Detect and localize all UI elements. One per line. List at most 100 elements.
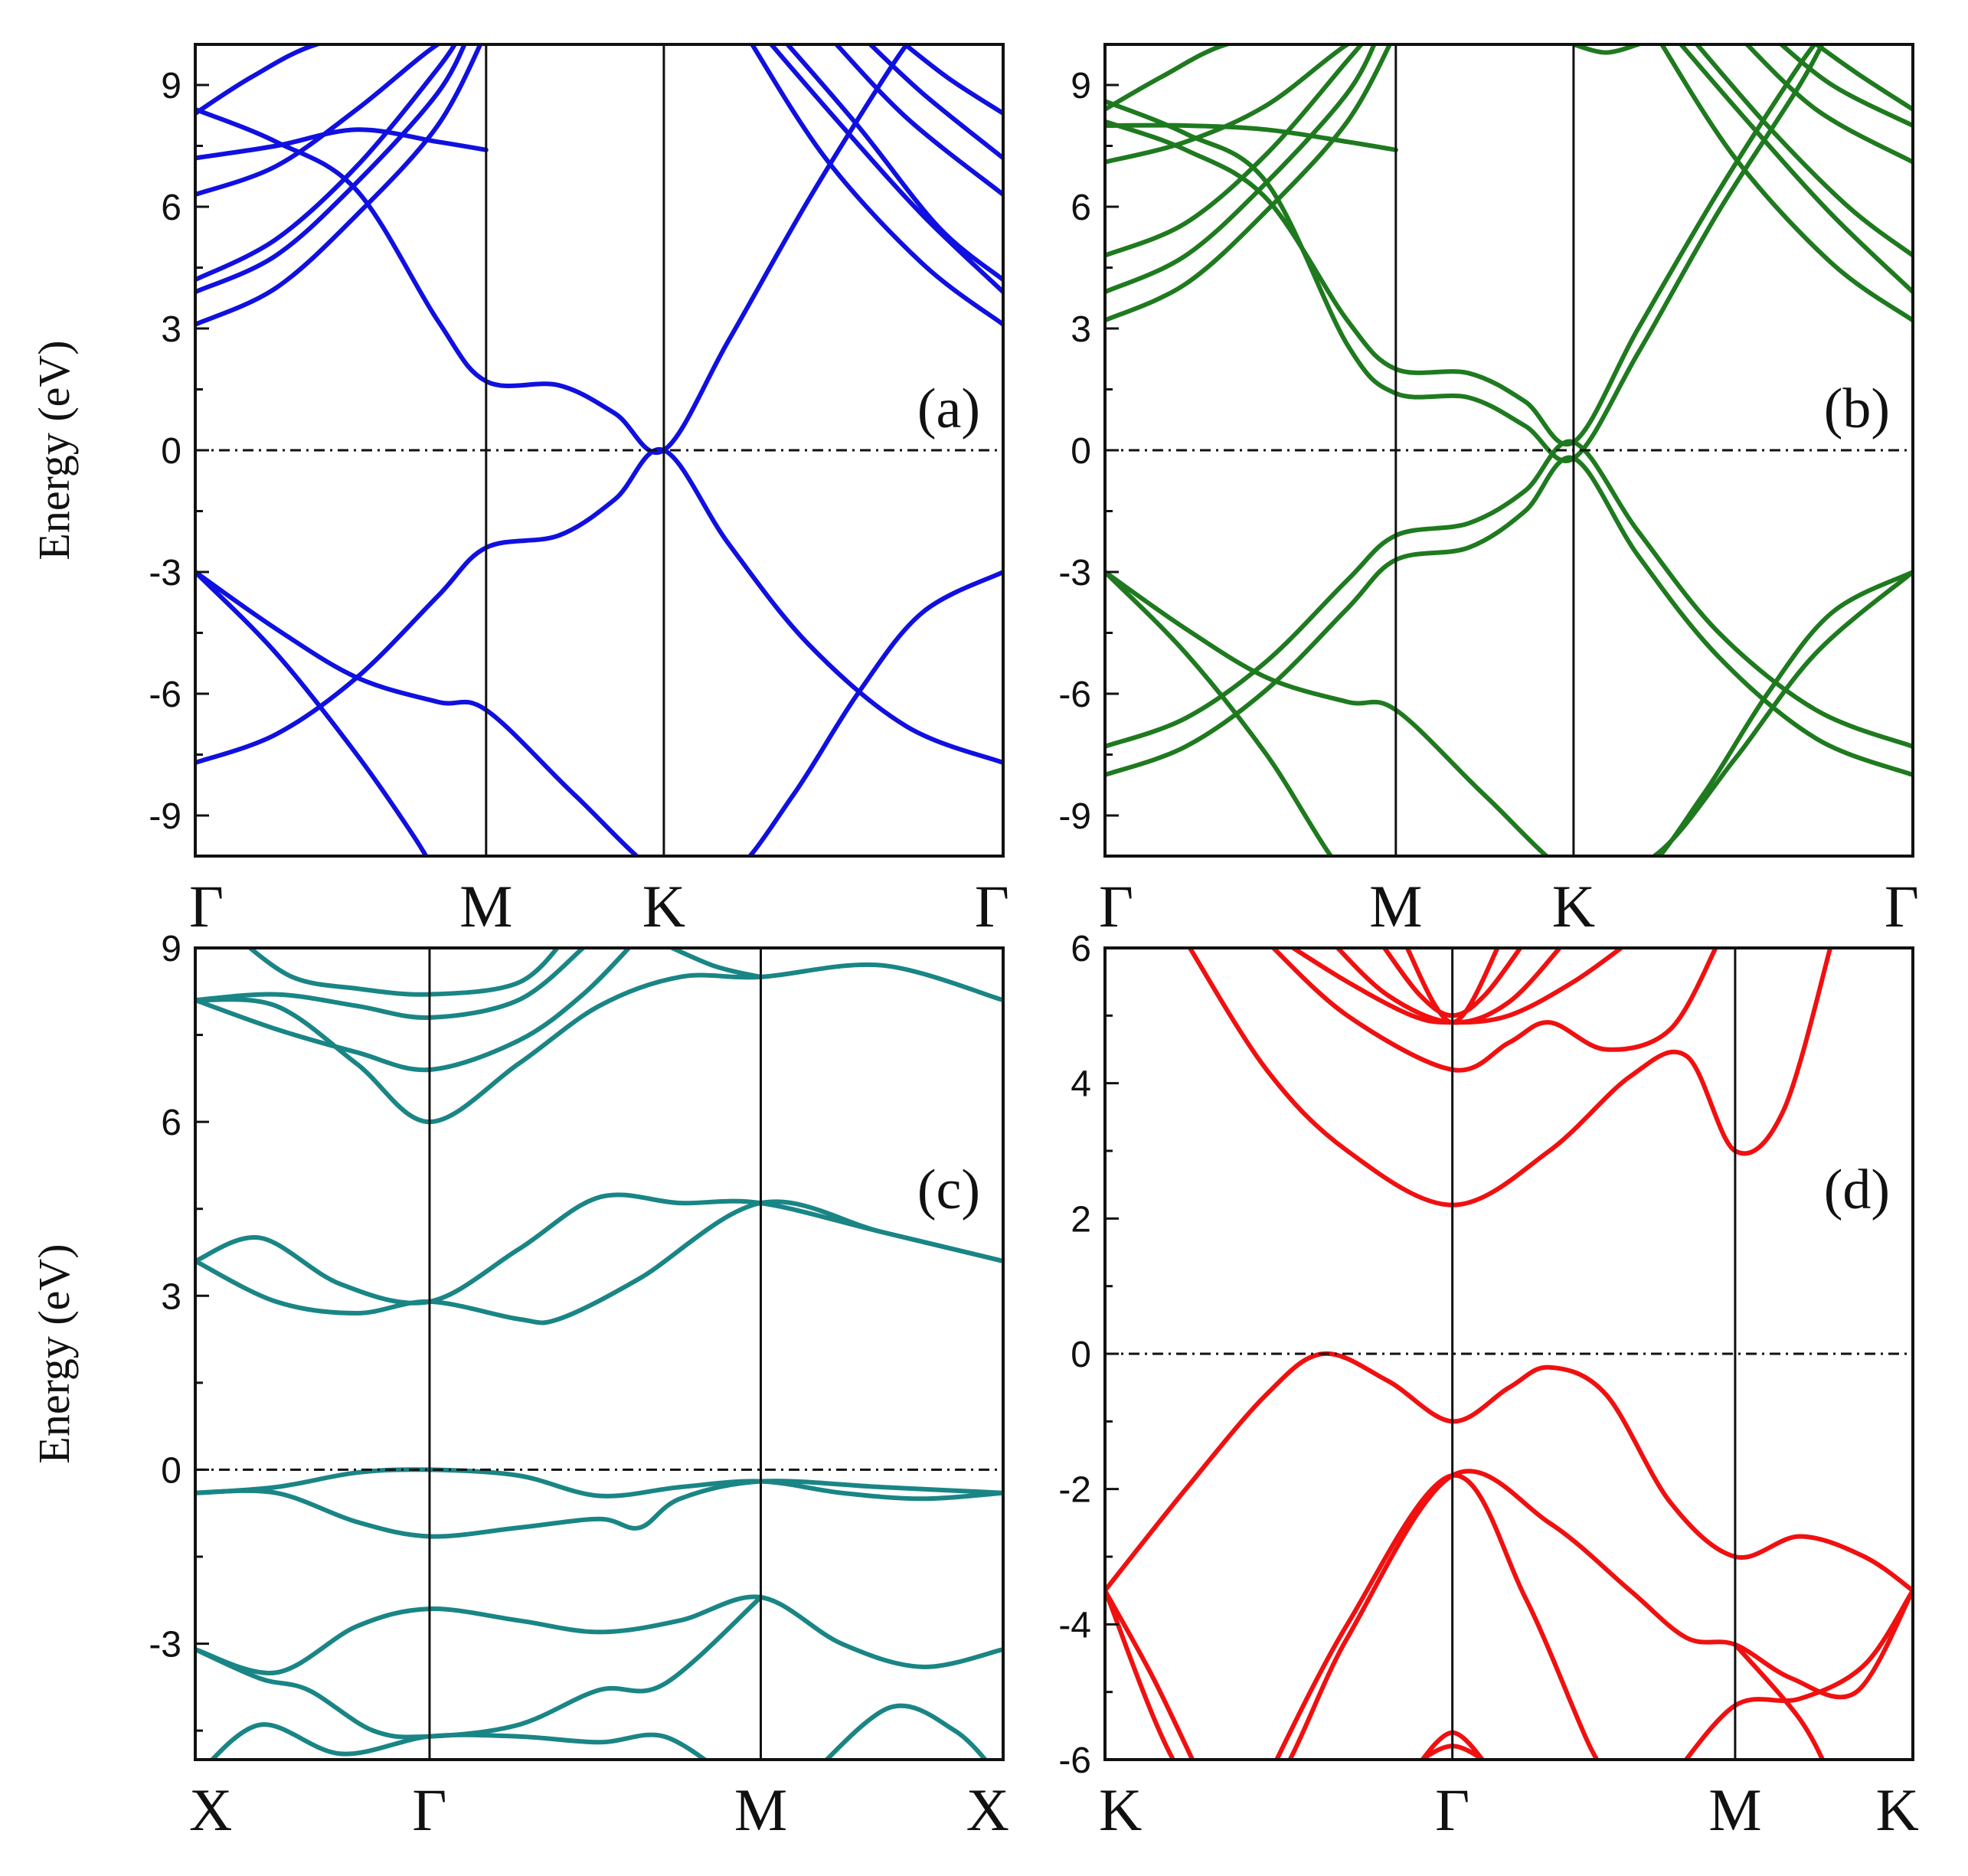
ytick-label-b-2: -3: [1058, 553, 1091, 593]
band-a-conduction-7: [195, 44, 325, 116]
kpoint-label-c-3: X: [966, 1776, 1009, 1843]
ytick-label-a-6: 9: [161, 66, 181, 106]
ytick-label-a-1: -6: [149, 675, 181, 715]
ytick-label-a-5: 6: [161, 188, 181, 228]
band-a-conduction-4: [195, 44, 458, 283]
band-b-conduction-top: [1571, 44, 1641, 55]
ytick-label-c-1: 0: [161, 1450, 181, 1491]
band-d-valence-4: [1105, 1588, 1195, 1760]
band-c-conduction-6: [246, 948, 561, 997]
ytick-label-c-3: 6: [161, 1103, 181, 1143]
band-b-conduction-1: [1105, 44, 1818, 447]
band-d-conduction-1: [1187, 948, 1833, 1208]
band-d-valence-top: [1105, 1351, 1913, 1593]
band-d-conduction-3: [1289, 948, 1625, 1025]
ytick-label-c-0: -3: [149, 1625, 181, 1665]
ytick-label-a-4: 3: [161, 309, 181, 350]
ytick-label-b-1: -6: [1058, 675, 1091, 715]
ytick-label-b-6: 9: [1071, 66, 1091, 106]
bands-c: [195, 948, 1003, 1760]
band-d-valence-8: [1732, 1642, 1826, 1760]
band-a-conduction-5: [195, 44, 443, 198]
ytick-label-d-1: -4: [1058, 1605, 1091, 1646]
band-a-conduction-2: [195, 44, 483, 327]
band-a-conduction-right-3: [784, 44, 1003, 283]
kpoint-label-c-1: Γ: [412, 1776, 446, 1843]
ytick-label-a-3: 0: [161, 431, 181, 472]
band-b-conduction-right-1: [1659, 44, 1913, 323]
kpoint-label-a-3: Γ: [975, 873, 1009, 940]
band-a-valence-3: [195, 446, 1003, 766]
kpoint-label-a-2: K: [642, 873, 685, 940]
band-b-conduction-5: [1105, 44, 1365, 258]
band-b-conduction-3: [1105, 44, 1393, 323]
band-a-conduction-1: [195, 44, 910, 455]
panel-tag-a: (a): [917, 377, 980, 440]
band-a-conduction-right-6: [901, 44, 1003, 116]
band-c-conduction-3: [195, 962, 1003, 1125]
band-b-valence-3: [1105, 439, 1913, 749]
band-b-valence-4: [1105, 455, 1913, 777]
band-b-conduction-4: [1105, 44, 1377, 295]
ytick-label-b-3: 0: [1071, 431, 1091, 472]
kpoint-label-c-0: X: [189, 1776, 232, 1843]
band-c-valence-4: [195, 1595, 763, 1740]
band-d-conduction-4: [1334, 948, 1563, 1025]
frame-c: [194, 946, 1005, 1761]
band-a-valence-2: [195, 570, 429, 856]
ylabel-c: Energy (eV): [29, 1244, 79, 1463]
bands-b: [1105, 44, 1913, 856]
band-d-conduction-2: [1270, 948, 1718, 1073]
band-b-conduction-8: [1105, 44, 1235, 112]
band-d-valence-2: [1105, 1469, 1913, 1760]
band-b-conduction-right-4: [1744, 44, 1913, 165]
panel-c: -3 0 3 6 9 Energy (eV) X Γ M X (c): [29, 929, 1009, 1843]
ytick-label-c-4: 9: [161, 929, 181, 969]
band-a-valence-1: [195, 570, 1003, 856]
ytick-label-a-0: -9: [149, 796, 181, 837]
panel-b: -9 -6 -3 0 3 6 9 Γ M K Γ (b): [1058, 43, 1919, 940]
kpoint-label-b-0: Γ: [1099, 873, 1133, 940]
ytick-label-c-2: 3: [161, 1276, 181, 1317]
kpoint-label-d-0: K: [1099, 1776, 1142, 1843]
ytick-label-d-0: -6: [1058, 1740, 1091, 1781]
ytick-label-b-5: 6: [1071, 188, 1091, 228]
band-a-conduction-right-1: [749, 44, 1003, 327]
band-d-valence-3: [1273, 1472, 1600, 1760]
band-a-conduction-3: [195, 44, 467, 295]
band-a-conduction-right-4: [833, 44, 1003, 198]
kpoint-label-b-2: K: [1552, 873, 1595, 940]
band-b-conduction-right-2: [1678, 44, 1913, 295]
panel-a: -9 -6 -3 0 3 6 9 Energy (eV) Γ M K Γ (a): [29, 43, 1009, 940]
bands-a: [195, 44, 1003, 856]
ytick-label-b-4: 3: [1071, 309, 1091, 350]
panel-tag-c: (c): [917, 1159, 980, 1221]
band-b-conduction-6: [1105, 44, 1352, 165]
ytick-label-d-4: 2: [1071, 1199, 1091, 1240]
band-b-valence-1: [1105, 570, 1913, 856]
ytick-label-d-2: -2: [1058, 1470, 1091, 1511]
kpoint-label-b-3: Γ: [1885, 873, 1919, 940]
band-c-conduction-5: [195, 948, 586, 1020]
kpoint-label-a-0: Γ: [189, 873, 224, 940]
band-c-valence-top: [195, 1467, 1003, 1502]
band-b-conduction-2: [1105, 44, 1825, 463]
ytick-label-d-5: 4: [1071, 1064, 1091, 1105]
kpoint-label-a-1: M: [459, 873, 512, 940]
kpoint-label-b-1: M: [1369, 873, 1422, 940]
band-a-conduction-right-2: [768, 44, 1003, 295]
band-a-conduction-right-5: [867, 44, 1003, 161]
kpoint-label-c-2: M: [734, 1776, 787, 1843]
ylabel-a: Energy (eV): [29, 340, 79, 560]
band-c-conduction-7: [666, 948, 763, 979]
band-c-valence-6: [823, 1703, 989, 1760]
band-b-conduction-right-3: [1694, 44, 1913, 258]
band-b-valence-2: [1105, 570, 1913, 856]
ytick-label-d-6: 6: [1071, 929, 1091, 969]
band-c-valence-3: [195, 1594, 1003, 1675]
band-c-valence-2: [195, 1479, 1003, 1539]
ytick-label-d-3: 0: [1071, 1335, 1091, 1375]
ytick-label-a-2: -3: [149, 553, 181, 593]
band-a-conduction-6: [195, 127, 489, 161]
kpoint-label-d-3: K: [1876, 1776, 1919, 1843]
